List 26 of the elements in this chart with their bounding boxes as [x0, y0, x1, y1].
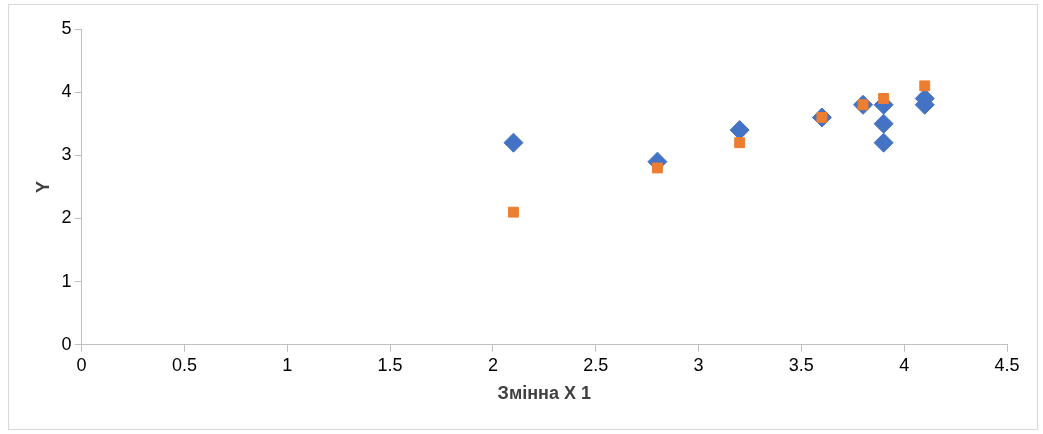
point	[919, 80, 931, 92]
point	[651, 162, 663, 174]
point	[503, 132, 524, 153]
x-tick-label: 0.5	[171, 354, 197, 375]
x-tick-label: 2.5	[583, 354, 609, 375]
y-tick-label: 4	[61, 81, 72, 102]
y-axis-title: Y	[32, 180, 53, 193]
y-tick-label: 2	[61, 207, 72, 228]
point	[878, 93, 890, 104]
x-axis-title: Змінна X 1	[497, 383, 591, 404]
point	[873, 132, 894, 153]
x-tick-label: 0	[76, 354, 87, 375]
x-tick-label: 3.5	[788, 354, 814, 375]
x-tick-label: 4	[899, 354, 910, 375]
point	[734, 137, 746, 149]
point	[508, 206, 519, 218]
y-tick-label: 1	[61, 270, 72, 291]
x-tick-label: 3	[693, 354, 704, 375]
point	[873, 113, 894, 134]
y-tick-label: 0	[61, 333, 72, 354]
x-tick-label: 1.5	[377, 354, 403, 375]
y-tick-label: 5	[61, 17, 72, 38]
x-tick-label: 1	[282, 354, 293, 375]
y-tick-label: 3	[61, 144, 72, 165]
x-tick-label: 2	[487, 354, 498, 375]
x-tick-label: 4.5	[994, 354, 1020, 375]
